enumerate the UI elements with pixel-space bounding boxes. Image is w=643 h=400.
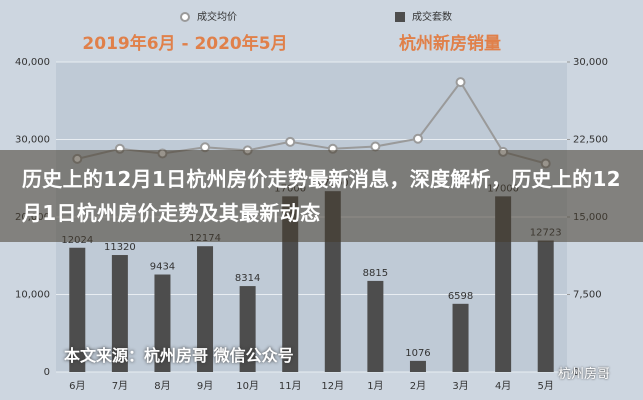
point [285,136,296,147]
bar-label: 9434 [150,262,175,273]
point [455,77,466,88]
source: 本文来源：杭州房哥 微信公众号 [64,346,294,365]
chart-subtitle: 杭州新房销量 [399,33,501,54]
headline: 历史上的12月1日杭州房价走势最新消息，深度解析，历史上的12月1日杭州房价走势… [0,150,643,242]
y2-tick-label: 30,000 [573,57,608,68]
x-tick-label: 2月 [410,380,426,392]
x-tick-label: 3月 [452,380,468,392]
bar-label: 1076 [405,348,430,359]
legend-swatch [180,12,190,22]
bar [537,240,554,372]
bar-label: 8314 [235,273,260,284]
chart-title: 2019年6月 - 2020年5月 [82,33,287,54]
x-tick-label: 10月 [236,380,259,392]
x-tick-label: 11月 [279,380,302,392]
bar [452,303,469,372]
x-tick-label: 1月 [367,380,383,392]
bar [197,246,214,372]
bar [111,255,128,372]
legend-swatch [395,12,405,22]
y-tick-label: 0 [44,367,50,378]
x-tick-label: 5月 [538,380,554,392]
x-tick-label: 8月 [154,380,170,392]
watermark: 杭州房哥 [558,367,611,382]
bar [409,360,426,372]
legend-label: 成交套数 [412,10,452,23]
y-tick-label: 30,000 [15,135,50,146]
x-tick-label: 12月 [321,380,344,392]
y-tick-label: 10,000 [15,290,50,301]
y2-tick-label: 0 [573,367,579,378]
x-tick-label: 4月 [495,380,511,392]
point [412,133,423,144]
bar [154,274,171,372]
y2-tick-label: 7,500 [573,290,602,301]
bar [239,286,256,372]
bar-label: 11320 [104,242,136,253]
y-tick-label: 40,000 [15,57,50,68]
x-tick-label: 6月 [69,380,85,392]
legend-label: 成交均价 [197,10,237,23]
y2-tick-label: 22,500 [573,135,608,146]
bar-label: 6598 [448,291,473,302]
bar [69,247,86,372]
bar [367,280,384,372]
x-tick-label: 9月 [197,380,213,392]
x-tick-label: 7月 [112,380,128,392]
bar-label: 8815 [363,268,388,279]
